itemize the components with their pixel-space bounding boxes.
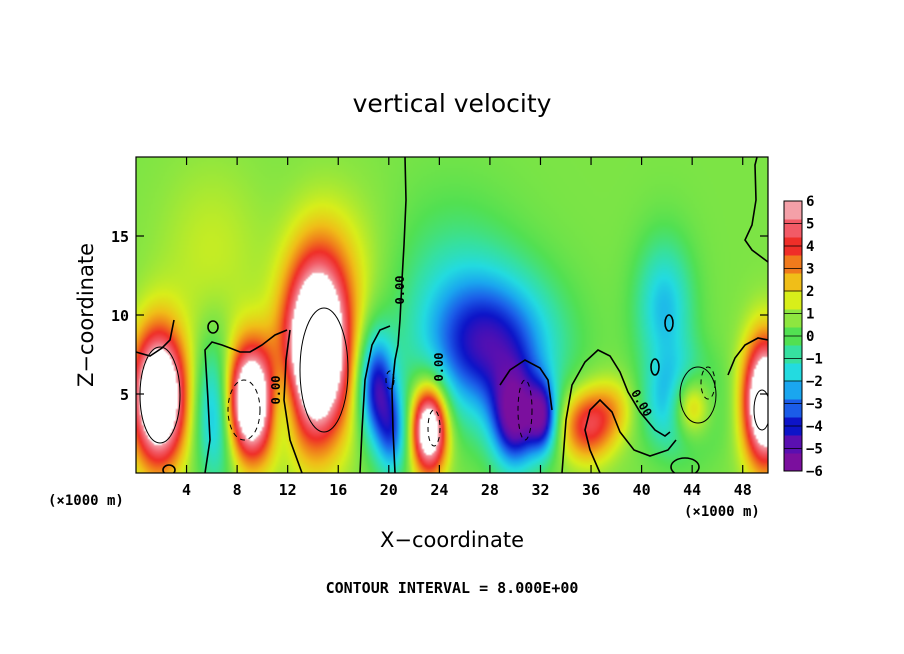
zero-contour-line	[204, 329, 288, 473]
x-tick-label: 36	[582, 481, 600, 499]
heatmap-image	[136, 157, 768, 473]
colorbar-swatch	[784, 255, 802, 274]
zero-contour-line	[744, 157, 768, 263]
colorbar-tick-label: 0	[806, 329, 814, 345]
x-axis: 4 8 12 16 20 24 28 32 36 40 44 48	[182, 157, 752, 499]
x-tick-label: 24	[430, 481, 448, 499]
x-tick-label: 44	[683, 481, 701, 499]
y-axis: 5 10 15	[111, 228, 768, 404]
zero-contour-ring	[162, 464, 176, 473]
x-tick-label: 40	[633, 481, 651, 499]
colorbar-tick-label: −1	[806, 352, 823, 368]
colorbar-swatch	[784, 381, 802, 400]
colorbar-swatch	[784, 201, 802, 220]
colorbar-swatch	[784, 345, 802, 364]
zero-contour-line	[561, 349, 671, 473]
negative-contour-8	[385, 370, 395, 390]
negative-contour-8	[700, 366, 716, 400]
y-axis-title: Z−coordinate	[74, 243, 98, 387]
zero-contour-line	[136, 319, 175, 357]
colorbar-tick-label: −3	[806, 397, 823, 413]
colorbar-tick-label: −4	[806, 419, 823, 435]
zero-contour-line	[359, 325, 391, 473]
colorbar-tick-label: −5	[806, 442, 823, 458]
x-axis-title: X−coordinate	[380, 528, 524, 552]
zero-contour-line	[727, 337, 768, 376]
x-tick-label: 12	[279, 481, 297, 499]
colorbar-swatch	[784, 435, 802, 454]
zero-contour-ring	[664, 314, 674, 332]
colorbar-swatch	[784, 309, 802, 328]
contour-interval-caption: CONTOUR INTERVAL = 8.000E+00	[326, 579, 579, 597]
colorbar-tick-label: 2	[806, 284, 814, 300]
positive-contour-8	[139, 346, 181, 444]
negative-contour-8	[227, 379, 261, 441]
x-tick-label: 16	[329, 481, 347, 499]
zero-contour-line	[499, 359, 553, 411]
colorbar-tick-label: −2	[806, 374, 823, 390]
colorbar-swatch	[784, 399, 802, 418]
x-tick-label: 32	[531, 481, 549, 499]
y-tick-label: 10	[111, 307, 129, 325]
colorbar-tick-label: 1	[806, 307, 814, 323]
colorbar-tick-label: 4	[806, 239, 814, 255]
colorbar-tick-label: −6	[806, 464, 823, 480]
zero-contour-ring	[207, 320, 219, 334]
heatmap-field	[136, 157, 768, 473]
colorbar-swatch	[784, 291, 802, 310]
colorbar-swatch	[784, 273, 802, 292]
zero-contour-ring	[670, 457, 700, 473]
zero-contour-ring	[650, 358, 660, 376]
positive-contour-8	[679, 366, 717, 424]
negative-contour-8	[517, 379, 533, 441]
zero-contour-line	[391, 157, 407, 473]
contour-lines	[136, 157, 768, 473]
y-tick-label: 5	[120, 386, 129, 404]
x-tick-label: 48	[734, 481, 752, 499]
x-unit-left: (×1000 m)	[48, 493, 124, 509]
zero-contour-line	[584, 398, 677, 473]
colorbar-tick-label: 5	[806, 217, 814, 233]
colorbar: 6 5 4 3 2 1 0 −1 −2 −3 −4 −5 −6	[783, 194, 823, 480]
positive-contour-8	[753, 389, 768, 431]
colorbar-tick-label: 3	[806, 262, 814, 278]
x-tick-label: 4	[182, 481, 191, 499]
colorbar-swatch	[784, 363, 802, 382]
contour-label: 0.00	[432, 353, 446, 382]
x-tick-label: 8	[233, 481, 242, 499]
colorbar-swatch	[784, 219, 802, 238]
x-tick-label: 28	[481, 481, 499, 499]
colorbar-tick-label: 6	[806, 194, 814, 210]
zero-contour-line	[283, 329, 303, 473]
chart-title: vertical velocity	[353, 89, 552, 118]
contour-label: 0.00	[393, 276, 407, 305]
x-unit-right: (×1000 m)	[684, 504, 760, 520]
colorbar-swatch	[784, 453, 802, 472]
y-tick-label: 15	[111, 228, 129, 246]
x-tick-label: 20	[380, 481, 398, 499]
contour-label: 0.00	[269, 376, 283, 405]
positive-contour-8	[299, 307, 349, 433]
negative-contour-8	[427, 409, 441, 447]
